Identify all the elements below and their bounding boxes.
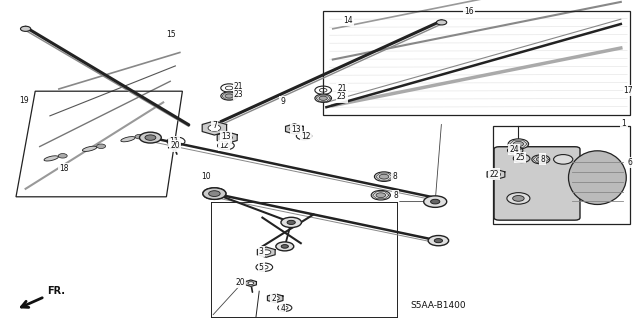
Text: 14: 14 xyxy=(343,16,353,25)
Text: 17: 17 xyxy=(623,86,634,95)
Circle shape xyxy=(536,157,545,162)
Polygon shape xyxy=(168,143,180,149)
Polygon shape xyxy=(217,132,237,143)
Text: 8: 8 xyxy=(392,172,397,181)
Circle shape xyxy=(20,26,31,31)
Polygon shape xyxy=(245,280,257,286)
Ellipse shape xyxy=(568,151,627,204)
Text: 23: 23 xyxy=(337,92,347,101)
Text: 8: 8 xyxy=(540,155,545,164)
Polygon shape xyxy=(202,121,227,135)
Circle shape xyxy=(281,217,301,228)
Text: 24: 24 xyxy=(509,145,519,154)
Circle shape xyxy=(508,139,529,149)
Text: 20: 20 xyxy=(235,278,245,287)
Circle shape xyxy=(210,191,219,196)
Text: 5: 5 xyxy=(259,263,264,272)
Circle shape xyxy=(424,196,447,207)
Circle shape xyxy=(208,125,221,131)
Text: 7: 7 xyxy=(212,121,217,130)
Text: 23: 23 xyxy=(234,90,244,99)
Circle shape xyxy=(209,191,220,196)
Text: 15: 15 xyxy=(166,30,176,39)
Text: 13: 13 xyxy=(291,125,301,134)
Text: 21: 21 xyxy=(337,84,346,93)
Circle shape xyxy=(203,188,226,199)
Circle shape xyxy=(513,141,524,147)
Text: 4: 4 xyxy=(280,304,285,313)
Text: 25: 25 xyxy=(515,153,525,162)
Circle shape xyxy=(271,296,279,300)
Circle shape xyxy=(319,96,328,100)
Text: 6: 6 xyxy=(628,158,633,167)
Text: 8: 8 xyxy=(393,191,398,200)
Text: 1: 1 xyxy=(621,119,627,128)
Text: 9: 9 xyxy=(280,97,285,106)
Text: 21: 21 xyxy=(234,82,243,91)
FancyBboxPatch shape xyxy=(494,147,580,220)
Circle shape xyxy=(431,199,440,204)
Text: 11: 11 xyxy=(170,137,179,146)
Text: 12: 12 xyxy=(220,141,228,150)
Text: 18: 18 xyxy=(60,164,68,173)
Circle shape xyxy=(287,220,295,224)
Circle shape xyxy=(140,132,161,143)
Circle shape xyxy=(248,282,253,285)
Circle shape xyxy=(203,188,226,199)
Text: 16: 16 xyxy=(464,7,474,16)
Circle shape xyxy=(172,145,177,148)
Circle shape xyxy=(374,172,394,181)
Circle shape xyxy=(225,94,234,98)
Circle shape xyxy=(492,172,500,177)
Polygon shape xyxy=(487,169,505,180)
Text: 19: 19 xyxy=(19,96,29,105)
Text: 20: 20 xyxy=(170,141,180,150)
Circle shape xyxy=(376,193,385,198)
Circle shape xyxy=(436,20,447,25)
Circle shape xyxy=(532,155,550,164)
Circle shape xyxy=(315,94,332,102)
Circle shape xyxy=(379,174,389,179)
Text: FR.: FR. xyxy=(47,286,65,296)
Circle shape xyxy=(513,196,524,201)
Circle shape xyxy=(290,127,299,131)
Circle shape xyxy=(554,155,573,164)
Circle shape xyxy=(435,239,442,243)
Circle shape xyxy=(58,154,67,158)
Circle shape xyxy=(135,134,144,139)
Circle shape xyxy=(371,190,390,200)
Polygon shape xyxy=(268,294,283,303)
Text: 12: 12 xyxy=(301,132,310,141)
Circle shape xyxy=(281,244,289,248)
Text: 22: 22 xyxy=(490,170,499,179)
Ellipse shape xyxy=(83,146,97,151)
Text: 3: 3 xyxy=(259,247,264,256)
Circle shape xyxy=(428,236,449,246)
Text: 13: 13 xyxy=(221,132,231,141)
Polygon shape xyxy=(285,124,303,134)
Bar xyxy=(493,126,630,224)
Text: S5AA-B1400: S5AA-B1400 xyxy=(411,301,466,310)
Polygon shape xyxy=(257,247,275,257)
Text: 2: 2 xyxy=(271,294,276,303)
Text: 10: 10 xyxy=(201,172,211,181)
Circle shape xyxy=(145,135,156,140)
Circle shape xyxy=(276,242,294,251)
Circle shape xyxy=(507,193,530,204)
Circle shape xyxy=(97,144,106,148)
Circle shape xyxy=(221,92,237,100)
Circle shape xyxy=(262,250,271,254)
Circle shape xyxy=(222,135,232,140)
Ellipse shape xyxy=(121,137,135,142)
Ellipse shape xyxy=(44,156,58,161)
